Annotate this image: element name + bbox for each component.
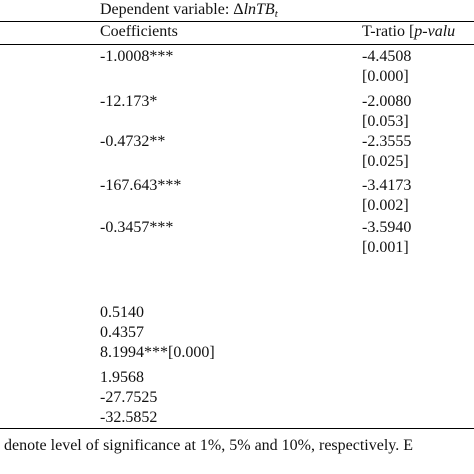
t-ratio: -2.3555 [362, 133, 412, 150]
t-ratio: -3.4173 [362, 177, 412, 194]
dependent-sub: t [274, 8, 278, 20]
col-header: Coefficients [100, 23, 178, 40]
dependent-var: lnTB [243, 1, 275, 18]
coefficient: -167.643*** [100, 177, 182, 194]
p-value: [0.025] [362, 153, 409, 170]
top-rule [0, 21, 474, 22]
statistic: -32.5852 [100, 409, 158, 426]
coefficient: -0.3457*** [100, 219, 174, 236]
col-header-italic: p-valu [414, 23, 456, 40]
p-value: [0.001] [362, 239, 409, 256]
t-ratio: -2.0080 [362, 93, 412, 110]
col-header-text: T-ratio [ [362, 23, 415, 40]
statistic: 0.5140 [100, 304, 144, 321]
header-rule [0, 44, 474, 45]
statistic: 8.1994***[0.000] [100, 344, 215, 361]
col-header: T-ratio [p-valu [362, 23, 455, 41]
statistic: 1.9568 [100, 369, 144, 386]
statistic: -27.7525 [100, 389, 158, 406]
bottom-rule [0, 428, 474, 429]
t-ratio: -4.4508 [362, 48, 412, 65]
coefficient: -12.173* [100, 93, 158, 110]
p-value: [0.053] [362, 113, 409, 130]
coefficient: -1.0008*** [100, 48, 174, 65]
footnote: denote level of significance at 1%, 5% a… [4, 437, 414, 454]
t-ratio: -3.5940 [362, 219, 412, 236]
coefficient: -0.4732** [100, 133, 166, 150]
dependent-prefix: Dependent variable: Δ [100, 1, 244, 18]
p-value: [0.002] [362, 197, 409, 214]
p-value: [0.000] [362, 68, 409, 85]
dependent-variable: Dependent variable: ΔlnTBt [100, 1, 278, 20]
statistic: 0.4357 [100, 324, 144, 341]
